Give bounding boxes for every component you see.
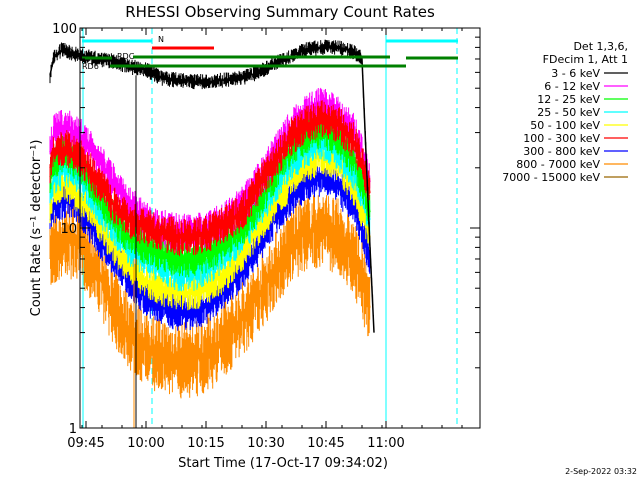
series-line-0 — [49, 46, 375, 333]
annotation-n: N — [158, 35, 164, 44]
legend-label-1: 6 - 12 keV — [544, 80, 600, 93]
annotation-rdc: RDC — [117, 52, 135, 61]
series-line-5 — [49, 118, 371, 238]
footer-date: 2-Sep-2022 03:32 — [565, 467, 637, 476]
legend-label-0: 3 - 6 keV — [551, 67, 600, 80]
legend-label-3: 25 - 50 keV — [537, 106, 600, 119]
x-tick-label-0: 09:45 — [67, 436, 104, 451]
series-line-7 — [49, 227, 371, 361]
y-tick-label-2: 100 — [52, 22, 77, 37]
legend-header-1: FDecim 1, Att 1 — [543, 53, 628, 66]
annotation-rd6: RD6 — [82, 62, 99, 71]
x-tick-label-5: 11:00 — [367, 436, 404, 451]
x-tick-label-4: 10:45 — [307, 436, 344, 451]
legend-label-5: 100 - 300 keV — [523, 132, 600, 145]
series-layer — [49, 39, 375, 428]
legend-header-0: Det 1,3,6, — [573, 40, 628, 53]
series-line-4 — [49, 154, 371, 293]
y-tick-label-1: 10 — [60, 222, 77, 237]
x-tick-label-3: 10:30 — [247, 436, 284, 451]
series-5 — [49, 100, 371, 257]
legend-label-8: 7000 - 15000 keV — [502, 171, 600, 184]
x-tick-label-1: 10:00 — [127, 436, 164, 451]
chart-title: RHESSI Observing Summary Count Rates — [125, 3, 435, 21]
series-7 — [49, 192, 371, 399]
legend-label-4: 50 - 100 keV — [530, 119, 600, 132]
x-axis: 09:45 10:00 10:15 10:30 10:45 11:00 — [67, 28, 463, 451]
legend-label-2: 12 - 25 keV — [537, 93, 600, 106]
y-axis-label: Count Rate (s⁻¹ detector⁻¹) — [29, 140, 44, 317]
x-axis-label: Start Time (17-Oct-17 09:34:02) — [178, 456, 388, 471]
series-0 — [49, 39, 375, 333]
y-axis: 1 10 100 — [52, 22, 480, 437]
legend-label-6: 300 - 800 keV — [523, 145, 600, 158]
flag-bars — [82, 39, 458, 68]
legend-label-7: 800 - 7000 keV — [516, 158, 600, 171]
y-tick-label-0: 1 — [69, 422, 77, 437]
x-tick-label-2: 10:15 — [187, 436, 224, 451]
